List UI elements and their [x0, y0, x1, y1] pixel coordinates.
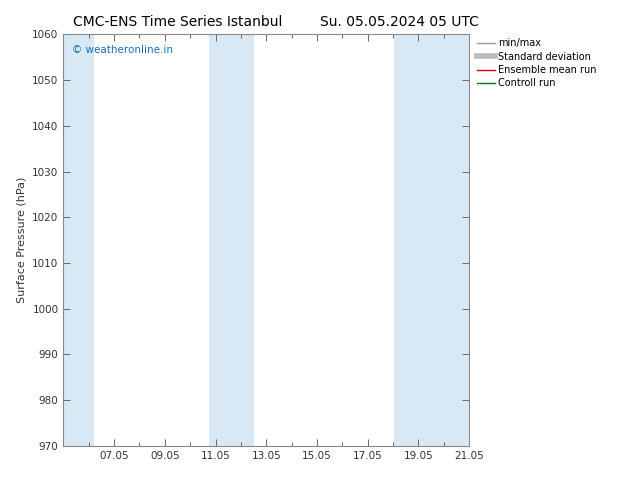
Y-axis label: Surface Pressure (hPa): Surface Pressure (hPa)	[16, 177, 27, 303]
Text: © weatheronline.in: © weatheronline.in	[72, 45, 172, 54]
Bar	[63, 34, 94, 446]
Text: CMC-ENS Time Series Istanbul: CMC-ENS Time Series Istanbul	[73, 15, 282, 29]
Bar	[394, 34, 469, 446]
Legend: min/max, Standard deviation, Ensemble mean run, Controll run: min/max, Standard deviation, Ensemble me…	[473, 34, 601, 92]
Text: Su. 05.05.2024 05 UTC: Su. 05.05.2024 05 UTC	[320, 15, 479, 29]
Bar	[209, 34, 254, 446]
